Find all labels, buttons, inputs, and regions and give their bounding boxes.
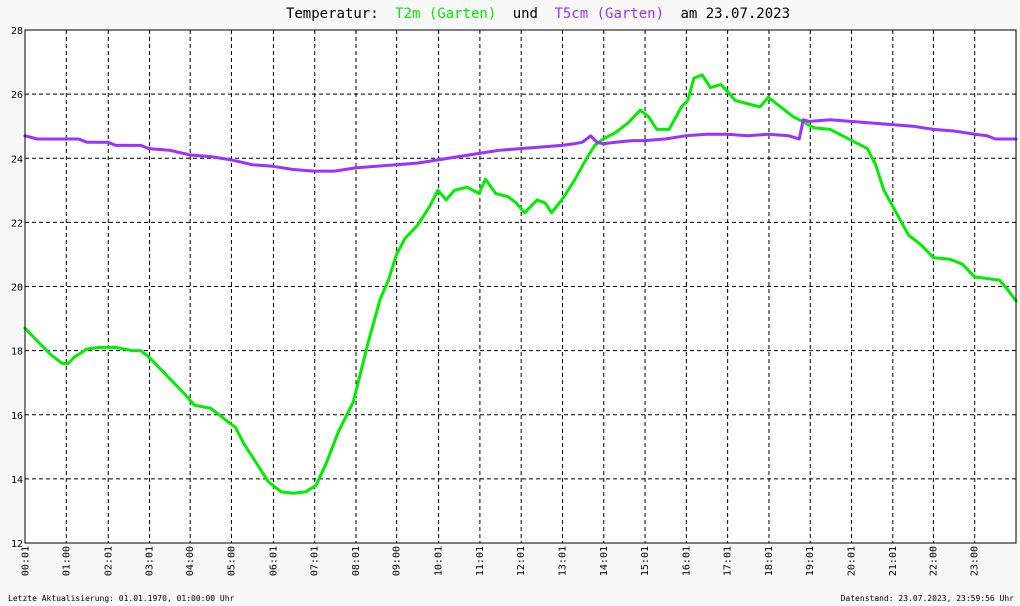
x-tick-label: 07:01 [310,546,321,576]
footer-data-status: Datenstand: 23.07.2023, 23:59:56 Uhr [841,594,1015,603]
y-tick-label: 26 [11,90,23,101]
x-tick-label: 14:01 [599,546,610,576]
x-tick-label: 09:00 [392,546,403,576]
x-tick-label: 00:01 [21,546,32,576]
x-tick-label: 01:00 [61,546,72,576]
y-tick-label: 28 [11,26,23,37]
x-tick-label: 04:00 [185,546,196,576]
title-connector: und [513,6,538,22]
series-line-t5cm [23,118,1018,173]
x-tick-label: 23:00 [970,546,981,576]
x-tick-label: 20:01 [847,546,858,576]
chart-title: Temperatur: T2m (Garten) und T5cm (Garte… [286,6,790,22]
x-tick-label: 05:00 [226,546,237,576]
y-axis-ticks: 12 14 16 18 20 22 24 26 28 [11,26,23,550]
y-tick-label: 18 [11,347,23,358]
series-line-t2m [23,73,1018,495]
x-tick-label: 22:00 [928,546,939,576]
x-tick-label: 06:01 [268,546,279,576]
y-tick-label: 22 [11,218,23,229]
plot-frame [24,29,1017,544]
x-tick-label: 13:01 [557,546,568,576]
x-tick-label: 15:01 [640,546,651,576]
y-tick-label: 20 [11,283,23,294]
y-tick-label: 24 [11,154,23,165]
x-tick-label: 21:01 [888,546,899,576]
x-tick-label: 16:01 [681,546,692,576]
x-tick-label: 03:01 [145,546,156,576]
x-tick-label: 11:01 [475,546,486,576]
footer-last-update: Letzte Aktualisierung: 01.01.1970, 01:00… [8,594,235,603]
x-tick-label: 17:01 [723,546,734,576]
title-series2-label: T5cm (Garten) [554,6,664,22]
y-tick-label: 14 [11,475,23,486]
x-tick-label: 08:01 [351,546,362,576]
x-tick-label: 12:01 [516,546,527,576]
grid-lines [25,30,1016,543]
x-tick-label: 18:01 [764,546,775,576]
x-tick-label: 19:01 [805,546,816,576]
x-tick-label: 02:01 [103,546,114,576]
title-suffix: am 23.07.2023 [680,6,790,22]
title-prefix: Temperatur: [286,6,379,22]
x-tick-label: 10:01 [434,546,445,576]
title-series1-label: T2m (Garten) [395,6,496,22]
y-tick-label: 12 [11,539,23,550]
y-tick-label: 16 [11,411,23,422]
x-axis-ticks: 00:01 01:00 02:01 03:01 04:00 05:00 06:01 07:01… [21,546,981,576]
data-series [23,73,1018,495]
